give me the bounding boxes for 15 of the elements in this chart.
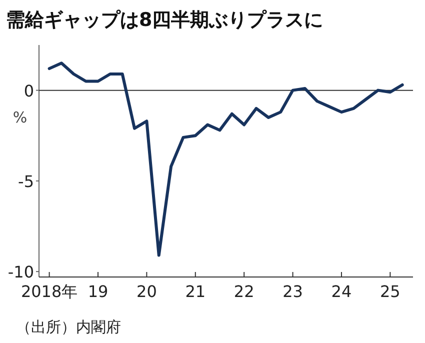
x-tick-label: 24	[331, 282, 352, 301]
y-axis-title: %	[12, 108, 28, 126]
y-tick-label: 0	[24, 81, 34, 100]
text: （出所）内閣府	[16, 318, 121, 336]
chart-title: 需給ギャップは8四半期ぶりプラスに	[6, 9, 324, 31]
line-series	[48, 62, 404, 257]
x-tick-label: 23	[282, 282, 303, 301]
x-tick-label: 21	[185, 282, 206, 301]
x-tick-label: 19	[88, 282, 108, 301]
y-tick-label: -5	[18, 172, 34, 191]
x-tick-label: 2018年	[20, 282, 78, 301]
x-tick-label: 20	[136, 282, 157, 301]
x-tick-label: 25	[380, 282, 400, 301]
x-tick-label: 22	[234, 282, 254, 301]
y-tick-label: -10	[8, 262, 34, 282]
